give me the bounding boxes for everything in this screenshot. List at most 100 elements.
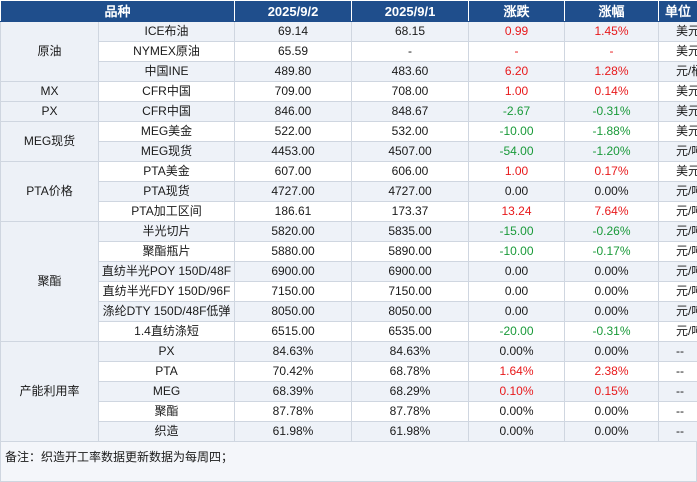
value-date-2-cell: 84.63% [351, 341, 470, 362]
unit-cell: 美元/桶 [658, 21, 697, 42]
change-cell: 1.64% [468, 361, 566, 382]
change-pct-cell: -0.31% [564, 101, 660, 122]
value-date-1-cell: 4727.00 [234, 181, 353, 202]
change-cell: 1.00 [468, 161, 566, 182]
product-cell: MEG现货 [97, 141, 236, 162]
unit-cell: 元/吨 [658, 201, 697, 222]
table-row: MEG 68.39% 68.29% 0.10% 0.15% -- [1, 381, 697, 402]
change-pct-cell: -0.17% [564, 241, 660, 262]
product-cell: 聚酯瓶片 [97, 241, 236, 262]
product-cell: 中国INE [97, 61, 236, 82]
change-pct-cell: -1.88% [564, 121, 660, 142]
change-cell: 0.00 [468, 181, 566, 202]
product-cell: CFR中国 [97, 81, 236, 102]
change-pct-cell: 0.00% [564, 261, 660, 282]
unit-cell: 元/吨 [658, 321, 697, 342]
value-date-1-cell: 709.00 [234, 81, 353, 102]
value-date-2-cell: - [351, 41, 470, 62]
value-date-2-cell: 87.78% [351, 401, 470, 422]
header-unit: 单位 [658, 0, 697, 22]
product-cell: 直纺半光POY 150D/48F [97, 261, 236, 282]
unit-cell: 元/吨 [658, 301, 697, 322]
value-date-1-cell: 5880.00 [234, 241, 353, 262]
unit-cell: 美元/吨 [658, 121, 697, 142]
category-cell: 聚酯 [0, 221, 99, 342]
unit-cell: 美元/桶 [658, 41, 697, 62]
table-row: PTA 70.42% 68.78% 1.64% 2.38% -- [1, 361, 697, 382]
unit-cell: 元/吨 [658, 181, 697, 202]
change-pct-cell: 0.00% [564, 341, 660, 362]
header-row: 品种 2025/9/2 2025/9/1 涨跌 涨幅 单位 [0, 0, 697, 22]
header-product: 品种 [0, 0, 236, 22]
value-date-1-cell: 70.42% [234, 361, 353, 382]
value-date-2-cell: 6900.00 [351, 261, 470, 282]
change-pct-cell: 1.28% [564, 61, 660, 82]
product-cell: 半光切片 [97, 221, 236, 242]
change-pct-cell: 2.38% [564, 361, 660, 382]
change-cell: - [468, 41, 566, 62]
change-cell: 13.24 [468, 201, 566, 222]
value-date-2-cell: 483.60 [351, 61, 470, 82]
value-date-1-cell: 65.59 [234, 41, 353, 62]
change-pct-cell: 0.14% [564, 81, 660, 102]
change-pct-cell: 0.17% [564, 161, 660, 182]
value-date-2-cell: 848.67 [351, 101, 470, 122]
change-cell: 0.99 [468, 21, 566, 42]
value-date-2-cell: 68.15 [351, 21, 470, 42]
value-date-2-cell: 4727.00 [351, 181, 470, 202]
value-date-1-cell: 8050.00 [234, 301, 353, 322]
value-date-2-cell: 606.00 [351, 161, 470, 182]
value-date-1-cell: 489.80 [234, 61, 353, 82]
category-cell: MX [0, 81, 99, 102]
unit-cell: 美元/吨 [658, 81, 697, 102]
product-cell: PTA现货 [97, 181, 236, 202]
value-date-2-cell: 7150.00 [351, 281, 470, 302]
unit-cell: 美元/吨 [658, 161, 697, 182]
header-date-2: 2025/9/1 [351, 0, 470, 22]
value-date-2-cell: 708.00 [351, 81, 470, 102]
product-cell: CFR中国 [97, 101, 236, 122]
table-row: 直纺半光POY 150D/48F 6900.00 6900.00 0.00 0.00% 元… [1, 261, 697, 282]
category-cell: 原油 [0, 21, 99, 82]
value-date-1-cell: 522.00 [234, 121, 353, 142]
unit-cell: -- [658, 341, 697, 362]
unit-cell: 元/吨 [658, 281, 697, 302]
product-cell: MEG [97, 381, 236, 402]
value-date-1-cell: 186.61 [234, 201, 353, 222]
change-cell: 0.00% [468, 341, 566, 362]
value-date-1-cell: 69.14 [234, 21, 353, 42]
table-body: 原油ICE布油69.1468.150.991.45%美元/桶NYMEX原油65.… [0, 21, 697, 442]
change-cell: 0.00 [468, 281, 566, 302]
header-change: 涨跌 [468, 0, 566, 22]
unit-cell: 元/桶 [658, 61, 697, 82]
table-row: 直纺半光FDY 150D/96F 7150.00 7150.00 0.00 0.00% 元… [1, 281, 697, 302]
change-pct-cell: 0.00% [564, 301, 660, 322]
change-cell: 0.10% [468, 381, 566, 402]
change-cell: -54.00 [468, 141, 566, 162]
change-cell: 1.00 [468, 81, 566, 102]
table-row: 织造 61.98% 61.98% 0.00% 0.00% -- [1, 421, 697, 442]
value-date-2-cell: 68.78% [351, 361, 470, 382]
change-pct-cell: 7.64% [564, 201, 660, 222]
unit-cell: 美元/吨 [658, 101, 697, 122]
category-cell: PTA价格 [0, 161, 99, 222]
unit-cell: -- [658, 361, 697, 382]
value-date-1-cell: 6515.00 [234, 321, 353, 342]
change-cell: -15.00 [468, 221, 566, 242]
change-cell: -10.00 [468, 241, 566, 262]
product-cell: 聚酯 [97, 401, 236, 422]
change-pct-cell: 0.00% [564, 181, 660, 202]
header-change-pct: 涨幅 [564, 0, 660, 22]
change-pct-cell: 0.00% [564, 281, 660, 302]
product-cell: NYMEX原油 [97, 41, 236, 62]
change-pct-cell: - [564, 41, 660, 62]
value-date-2-cell: 6535.00 [351, 321, 470, 342]
change-pct-cell: 0.00% [564, 421, 660, 442]
table-row: 涤纶DTY 150D/48F低弹 8050.00 8050.00 0.00 0.00% 元… [1, 301, 697, 322]
